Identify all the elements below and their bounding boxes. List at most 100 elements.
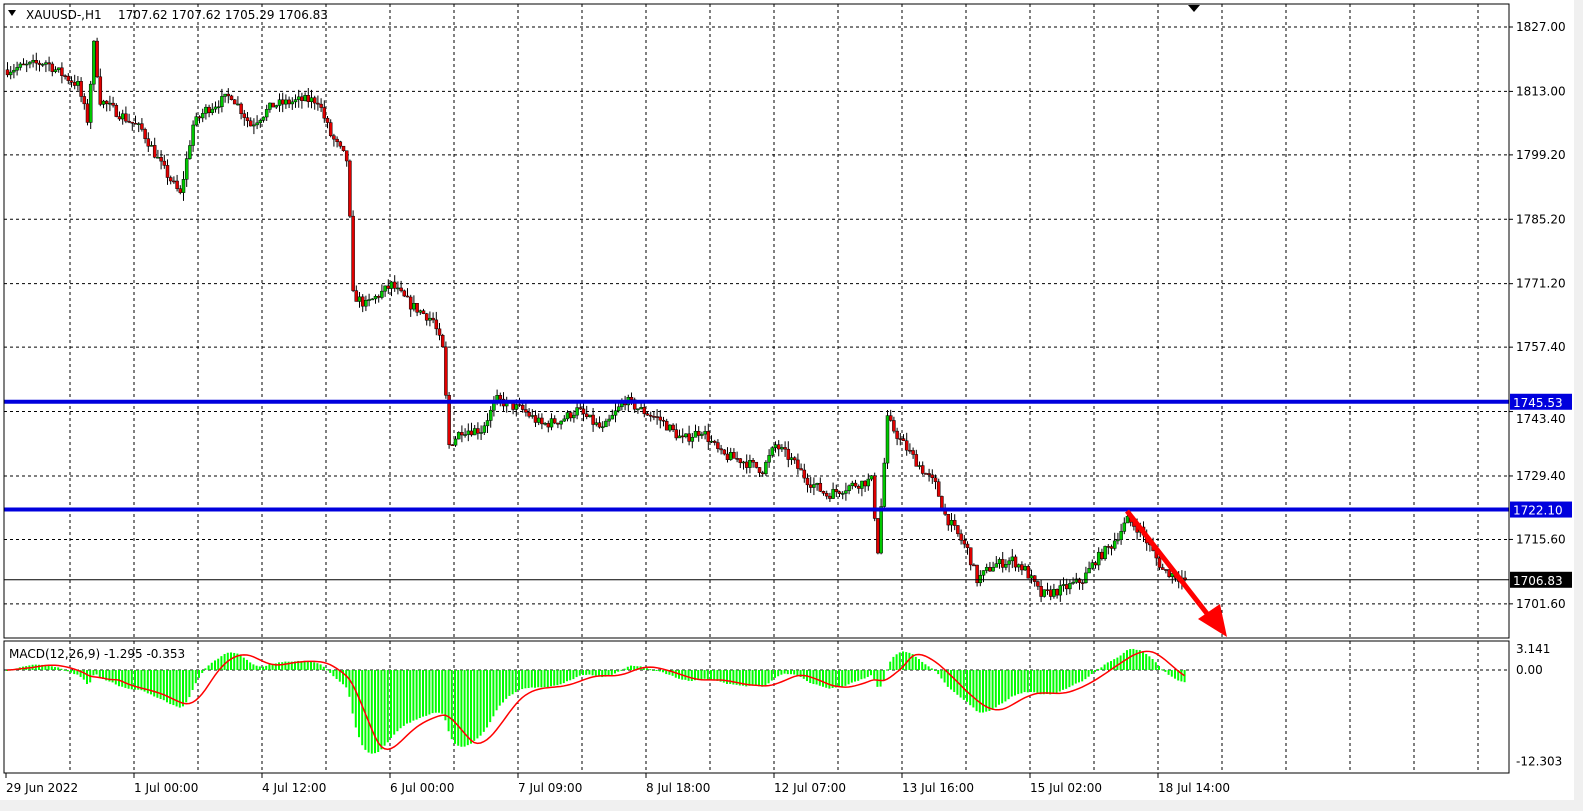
bear-candle (898, 438, 903, 440)
level-price-label: 1722.10 (1513, 504, 1563, 518)
bear-candle (421, 310, 426, 314)
bear-candle (735, 458, 739, 460)
macd-histogram-bar (930, 668, 933, 670)
bear-candle (360, 296, 365, 307)
bear-candle (776, 444, 781, 450)
macd-histogram-bar (873, 670, 876, 680)
macd-histogram-bar (258, 666, 261, 670)
macd-histogram-bar (278, 662, 280, 670)
bull-candle (373, 296, 378, 300)
macd-histogram-bar (127, 670, 130, 689)
bear-candle (332, 135, 336, 140)
bear-candle (460, 432, 464, 436)
bull-candle (303, 95, 307, 102)
price-label: 1827.00 (1516, 20, 1566, 34)
bull-candle (728, 452, 733, 460)
bull-candle (530, 415, 535, 417)
bear-candle (751, 460, 755, 463)
macd-histogram-bar (1014, 670, 1016, 696)
macd-histogram-bar (354, 670, 357, 728)
macd-histogram-bar (690, 670, 693, 682)
bear-candle (127, 120, 131, 123)
macd-histogram-bar (130, 670, 133, 690)
bear-candle (162, 160, 167, 166)
time-label: 15 Jul 02:00 (1030, 781, 1102, 795)
dropdown-triangle-icon[interactable] (8, 10, 16, 16)
trend-arrow[interactable] (1125, 509, 1227, 637)
macd-histogram-bar (831, 670, 834, 688)
bear-candle (892, 420, 896, 432)
macd-histogram-bar (1142, 651, 1144, 670)
macd-histogram-bar (134, 670, 136, 690)
macd-histogram-bar (566, 670, 568, 682)
macd-histogram-bar (543, 670, 546, 688)
macd-histogram-bar (1129, 649, 1132, 670)
macd-histogram-bar (828, 670, 831, 689)
bull-candle (466, 430, 471, 435)
macd-histogram-bar (969, 670, 972, 706)
macd-histogram-bar (802, 670, 805, 679)
bull-candle (610, 414, 615, 420)
macd-histogram-bar (879, 670, 882, 687)
right-border (1574, 0, 1583, 811)
macd-histogram-bar (1065, 670, 1068, 689)
macd-histogram-bar (620, 669, 623, 671)
bull-candle (866, 478, 871, 487)
bear-candle (469, 430, 474, 436)
bear-candle (79, 81, 83, 97)
ohlc-values: 1707.62 1707.62 1705.29 1706.83 (118, 8, 328, 22)
macd-histogram-bar (774, 670, 776, 678)
bear-candle (719, 448, 723, 451)
macd-histogram-bar (783, 670, 786, 674)
macd-histogram-bar (623, 668, 626, 670)
macd-histogram-bar (735, 670, 738, 685)
macd-histogram-bar (1026, 670, 1029, 693)
bear-candle (175, 180, 179, 189)
bear-candle (927, 473, 931, 476)
bull-candle (482, 425, 487, 433)
macd-histogram-bar (1084, 670, 1087, 680)
macd-histogram-bar (514, 670, 517, 693)
macd-histogram-bar (351, 670, 354, 714)
bear-candle (824, 493, 829, 497)
macd-histogram-bar (188, 670, 191, 698)
bull-candle (383, 285, 387, 292)
macd-histogram-bar (418, 670, 421, 719)
macd-histogram-bar (274, 663, 277, 670)
macd-histogram-bar (201, 670, 204, 673)
bull-candle (1125, 515, 1130, 524)
macd-histogram-bar (1020, 670, 1023, 694)
macd-histogram-bar (882, 670, 885, 681)
bull-candle (488, 409, 493, 421)
macd-histogram-bar (860, 670, 863, 680)
macd-histogram-bar (76, 670, 79, 675)
macd-histogram-bar (537, 670, 540, 688)
macd-histogram-bar (710, 670, 712, 680)
macd-histogram-bar (450, 670, 453, 740)
bear-candle (924, 473, 928, 475)
macd-histogram-bar (863, 670, 866, 679)
macd-histogram-bar (598, 670, 600, 677)
macd-histogram-bar (214, 660, 216, 670)
chart-shift-marker-icon[interactable] (1188, 5, 1200, 12)
bear-candle (168, 177, 173, 182)
bear-candle (232, 99, 237, 105)
bear-candle (1080, 582, 1085, 584)
bear-candle (738, 458, 743, 464)
macd-histogram-bar (150, 670, 152, 695)
macd-histogram-bar (601, 670, 604, 678)
bear-candle (876, 518, 880, 554)
bear-candle (552, 418, 557, 424)
price-label: 1813.00 (1516, 84, 1566, 98)
time-label: 6 Jul 00:00 (390, 781, 454, 795)
bear-candle (287, 99, 291, 105)
horizontal-levels[interactable]: 1745.53 1722.10 1706.83 (4, 393, 1572, 588)
macd-histogram-bar (988, 670, 991, 711)
bull-candle (380, 290, 384, 298)
macd-histogram-bar (729, 670, 732, 684)
bear-candle (434, 319, 439, 330)
macd-histogram-bar (559, 670, 562, 685)
arrow-line[interactable] (1125, 509, 1214, 622)
bear-candle (338, 141, 343, 147)
